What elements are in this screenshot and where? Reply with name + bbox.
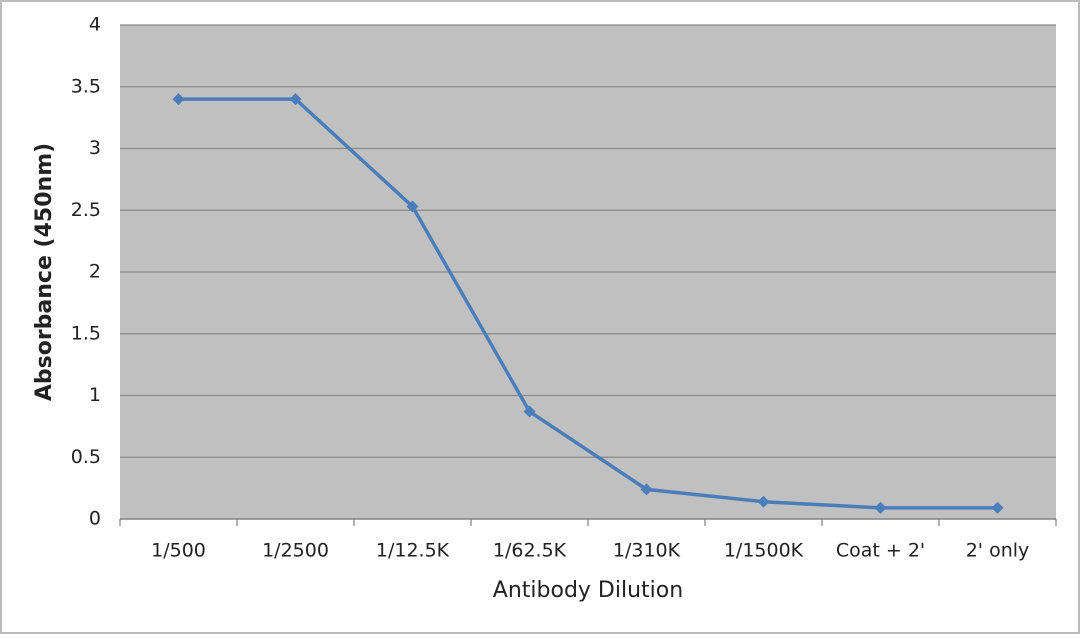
y-tick-label: 1.5 [71, 322, 101, 344]
data-marker [640, 483, 653, 496]
y-axis-title: Absorbance (450nm) [32, 143, 57, 401]
data-marker [874, 501, 887, 514]
x-tick-label: 1/310K [613, 540, 681, 562]
x-tick-label: 2' only [966, 540, 1030, 562]
y-tick-label: 4 [89, 14, 101, 36]
y-tick-label: 1 [89, 384, 101, 406]
y-tick-label: 3.5 [71, 75, 101, 97]
y-tick-label: 0 [89, 508, 101, 530]
y-tick-label: 2.5 [71, 199, 101, 221]
y-tick-label: 3 [89, 137, 101, 159]
data-marker [523, 405, 536, 418]
data-marker [991, 501, 1004, 514]
x-tick-label: Coat + 2' [836, 540, 925, 562]
x-axis-title: Antibody Dilution [493, 578, 683, 603]
x-tick-label: 1/1500K [724, 540, 804, 562]
y-tick-label: 2 [89, 261, 101, 283]
y-tick-label: 0.5 [71, 446, 101, 468]
x-tick-label: 1/500 [151, 540, 206, 562]
x-tick-label: 1/62.5K [493, 540, 567, 562]
data-marker [289, 93, 302, 106]
x-tick-label: 1/12.5K [376, 540, 450, 562]
data-marker [757, 495, 770, 508]
data-line [178, 97, 998, 510]
data-marker [172, 93, 185, 106]
data-marker [406, 200, 419, 213]
x-tick-label: 1/2500 [262, 540, 329, 562]
